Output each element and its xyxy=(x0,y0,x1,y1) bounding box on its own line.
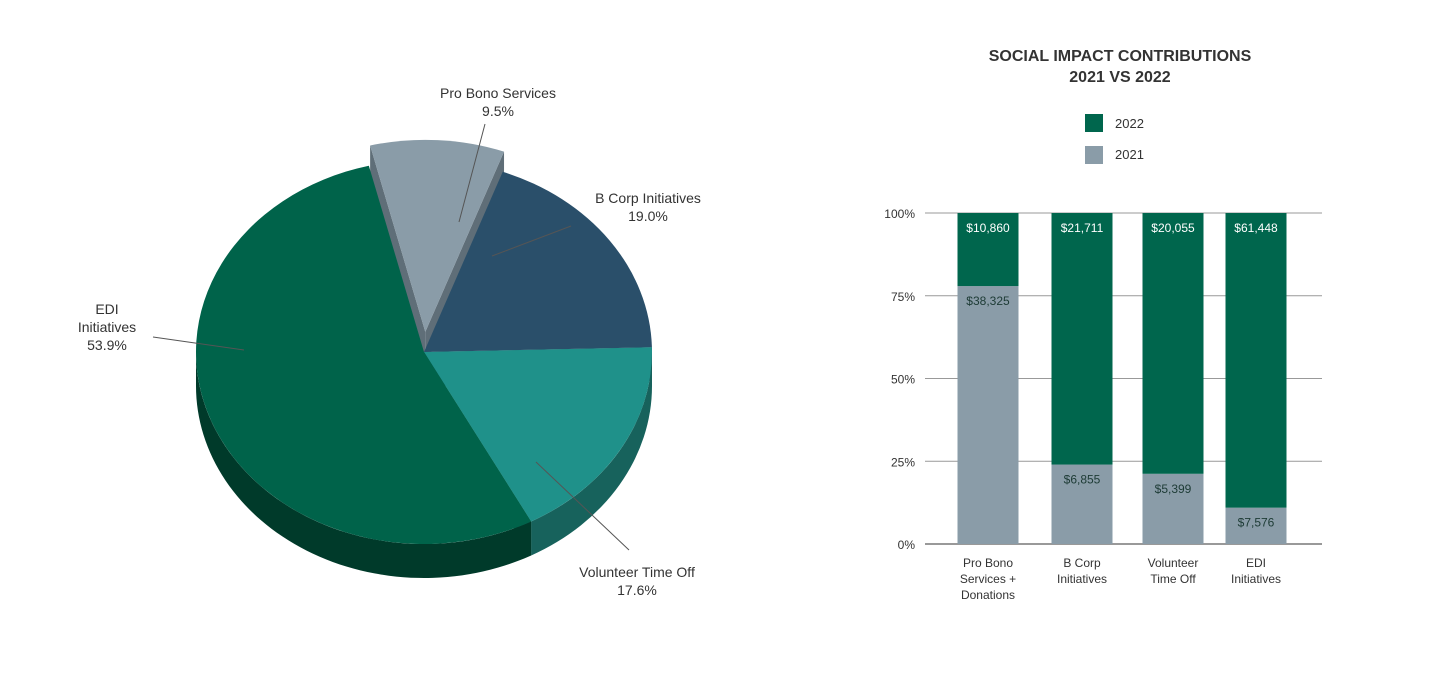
y-tick-label: 50% xyxy=(891,373,915,387)
x-tick-label: Initiatives xyxy=(1057,572,1107,586)
bar-2022 xyxy=(1051,213,1113,465)
bar-chart-title-line2: 2021 VS 2022 xyxy=(1069,69,1171,86)
bar-value-label-2022: $20,055 xyxy=(1151,221,1195,235)
legend-label-2021: 2021 xyxy=(1115,147,1144,162)
x-tick-label: Volunteer xyxy=(1148,556,1199,570)
pie-slice-pro-bono xyxy=(370,139,505,332)
x-tick-label: Pro Bono xyxy=(963,556,1013,570)
pie-leader-lines xyxy=(152,123,630,551)
bar-2021 xyxy=(1225,507,1287,544)
slice-label-edi-line2: Initiatives xyxy=(78,319,136,335)
pie-chart: Pro Bono Services 9.5% B Corp Initiative… xyxy=(78,85,701,598)
bar-value-labels: $10,860 $38,325 $21,711 $6,855 $20,055 $5,399… xyxy=(966,221,1278,530)
y-tick-label: 25% xyxy=(891,455,915,469)
x-tick-label: Initiatives xyxy=(1231,572,1281,586)
leader-line-b-corp xyxy=(491,225,572,257)
pie-slice-tops xyxy=(196,139,652,544)
slice-label-pro-bono: Pro Bono Services xyxy=(440,85,556,101)
bar-x-tick-labels: Pro Bono Services + Donations B Corp Initiat… xyxy=(960,556,1281,602)
x-tick-label: EDI xyxy=(1246,556,1266,570)
x-tick-label: B Corp xyxy=(1063,556,1101,570)
bar-y-tick-labels: 0% 25% 50% 75% 100% xyxy=(884,207,915,552)
legend-swatch-2022 xyxy=(1085,114,1103,132)
y-tick-label: 0% xyxy=(898,538,916,552)
y-tick-label: 100% xyxy=(884,207,915,221)
slice-percent-pro-bono: 9.5% xyxy=(482,103,514,119)
stacked-bar-chart: SOCIAL IMPACT CONTRIBUTIONS 2021 VS 2022… xyxy=(884,48,1322,602)
slice-label-edi-line1: EDI xyxy=(95,301,118,317)
bar-value-label-2022: $21,711 xyxy=(1061,221,1104,235)
x-tick-label: Donations xyxy=(961,588,1015,602)
bar-value-label-2022: $10,860 xyxy=(966,221,1010,235)
slice-percent-volunteer: 17.6% xyxy=(617,582,657,598)
bar-value-label-2021: $38,325 xyxy=(966,294,1010,308)
bar-2022 xyxy=(1142,213,1204,474)
slice-percent-edi: 53.9% xyxy=(87,337,127,353)
pie-slice-edi xyxy=(196,165,532,544)
legend-label-2022: 2022 xyxy=(1115,116,1144,131)
bar-segments xyxy=(957,213,1287,544)
leader-line-pro-bono xyxy=(458,123,486,223)
bar-value-label-2022: $61,448 xyxy=(1234,221,1278,235)
bar-value-label-2021: $7,576 xyxy=(1238,516,1275,530)
pie-slice-volunteer xyxy=(424,347,652,522)
x-tick-label: Time Off xyxy=(1150,572,1196,586)
pie-slice-b-corp xyxy=(424,171,652,352)
y-tick-label: 75% xyxy=(891,290,915,304)
x-tick-label: Services + xyxy=(960,572,1016,586)
slice-label-volunteer: Volunteer Time Off xyxy=(579,564,695,580)
bar-value-label-2021: $5,399 xyxy=(1155,482,1192,496)
bar-2021 xyxy=(957,286,1019,544)
leader-line-edi xyxy=(152,336,245,351)
slice-percent-b-corp: 19.0% xyxy=(628,208,668,224)
slice-label-b-corp: B Corp Initiatives xyxy=(595,190,701,206)
bar-2021 xyxy=(1142,473,1204,544)
bar-2021 xyxy=(1051,464,1113,544)
leader-line-volunteer xyxy=(535,461,630,551)
bar-chart-title-line1: SOCIAL IMPACT CONTRIBUTIONS xyxy=(989,48,1252,65)
bar-2022 xyxy=(957,213,1019,287)
legend-swatch-2021 xyxy=(1085,146,1103,164)
bar-value-label-2021: $6,855 xyxy=(1064,473,1101,487)
pie-side-edi xyxy=(196,352,532,578)
bar-2022 xyxy=(1225,213,1287,508)
